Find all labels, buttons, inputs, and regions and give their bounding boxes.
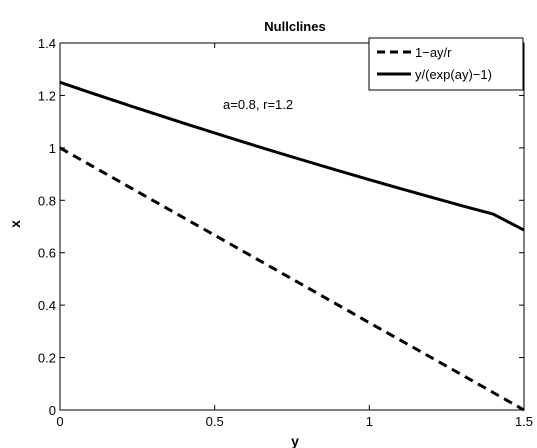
axes-box <box>59 42 525 411</box>
y-tick-label: 1.2 <box>38 88 56 103</box>
parameter-annotation: a=0.8, r=1.2 <box>223 97 293 112</box>
y-tick-label: 0.6 <box>38 246 56 261</box>
y-tick-label: 0 <box>49 403 56 418</box>
y-tick-label: 0.4 <box>38 298 56 313</box>
y-axis-label: x <box>7 220 23 228</box>
series-line-0 <box>59 146 525 412</box>
x-tick-label: 0 <box>56 414 63 429</box>
y-tick-label: 0.8 <box>38 193 56 208</box>
x-tick-label: 1.5 <box>515 414 533 429</box>
legend-box <box>368 37 524 91</box>
y-tick-label: 1.4 <box>38 36 56 51</box>
legend-label-0: 1−ay/r <box>415 45 452 60</box>
y-tick-label: 1 <box>49 141 56 156</box>
legend: 1−ay/r y/(exp(ay)−1) <box>368 37 524 91</box>
legend-label-1: y/(exp(ay)−1) <box>415 67 492 82</box>
y-tick-label: 0.2 <box>38 351 56 366</box>
x-tick-label: 1 <box>366 414 373 429</box>
series-line-1 <box>59 80 525 232</box>
plot-area: 0 0.5 1 1.5 0 0.2 0.4 0.6 0.8 1 1.2 1.4 <box>38 36 533 429</box>
x-axis-label: y <box>291 433 299 448</box>
chart-title: Nullclines <box>264 19 325 34</box>
x-tick-label: 0.5 <box>206 414 224 429</box>
